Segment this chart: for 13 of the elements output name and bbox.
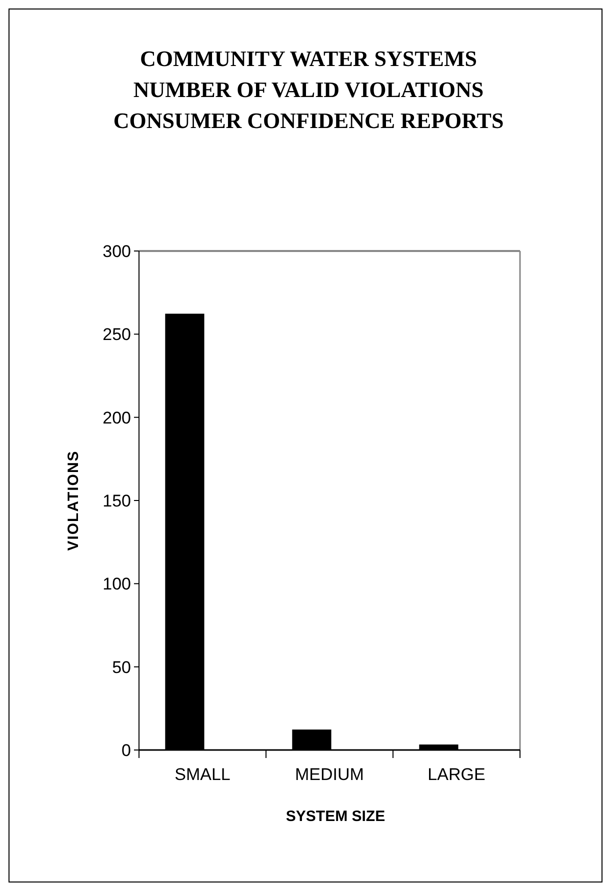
- y-tick-label: 0: [122, 740, 131, 760]
- y-tick-label: 250: [102, 325, 131, 344]
- y-tick-label: 300: [102, 242, 131, 261]
- x-tick-label: SMALL: [174, 765, 230, 784]
- y-tick-label: 200: [102, 408, 131, 428]
- x-axis-title: SYSTEM SIZE: [286, 808, 386, 825]
- x-tick-label: LARGE: [428, 765, 486, 784]
- y-tick-label: 150: [102, 491, 131, 510]
- x-tick-label: MEDIUM: [295, 765, 364, 784]
- chart-title: COMMUNITY WATER SYSTEMS NUMBER OF VALID VIOLATIONS CONSUMER CONFIDENCE REPORTS: [113, 46, 504, 133]
- y-axis-title: VIOLATIONS: [65, 450, 82, 551]
- y-tick-label: 100: [102, 574, 131, 594]
- y-tick-label: 50: [112, 658, 131, 677]
